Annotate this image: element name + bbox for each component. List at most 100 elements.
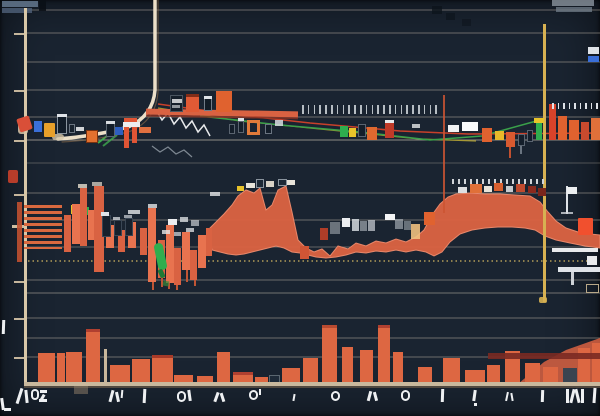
midpanel-bar [88, 210, 96, 240]
candle-orange-mini [569, 120, 579, 140]
x-axis-glyph [440, 388, 445, 403]
wick-fence [418, 105, 420, 114]
midpanel-bar [174, 248, 181, 285]
wick-fence [530, 179, 532, 184]
volume-bar [543, 367, 558, 384]
label-white-box [275, 120, 283, 126]
spike-tail-blob [52, 134, 64, 140]
x-axis-baseline-edge [24, 386, 600, 388]
volume-dark-band [488, 353, 600, 359]
wick-fence [452, 179, 454, 184]
candle-cap [124, 215, 132, 218]
illegible-label [174, 232, 181, 236]
candle-cap [385, 120, 394, 123]
flag [567, 187, 577, 194]
volume-bar [57, 353, 65, 384]
label-white-box [462, 122, 478, 131]
marker-red-prong-top [124, 118, 137, 123]
price-label-stem [571, 272, 574, 285]
wick-fence [383, 105, 385, 114]
midpanel-bar [94, 186, 104, 272]
price-label-box [587, 256, 597, 265]
volume-bar [322, 327, 337, 384]
marker-red-prong [132, 119, 137, 143]
wick-fence [506, 179, 508, 184]
zigzag-marks-lower [151, 145, 193, 158]
volume-bar [360, 350, 373, 384]
label-white-box [168, 219, 177, 225]
midpanel-bar [206, 228, 212, 256]
candle-dark-mini [527, 130, 533, 142]
volume-bar [465, 370, 485, 384]
midpanel-wick [168, 283, 170, 289]
x-axis-glyph [581, 389, 584, 403]
crest-box-darkred [528, 186, 536, 193]
midpanel-wick [194, 280, 196, 286]
wick-fence [470, 179, 472, 184]
wick-fence [574, 103, 576, 109]
peak-candle-dark [256, 179, 264, 188]
midpanel-bar [148, 208, 156, 282]
x-axis-glyph-ring [31, 389, 39, 400]
peak-cap-white [266, 181, 274, 187]
wick-fence [400, 105, 403, 114]
wick-fence [319, 105, 321, 114]
candle-cap [106, 121, 115, 124]
x-axis-glyph-ring [249, 390, 258, 400]
volume-bar [110, 365, 130, 384]
illegible-text-block [2, 1, 38, 7]
midpanel-bar [166, 225, 174, 283]
candle-red-mini [581, 122, 589, 140]
marker-yellow-box [495, 131, 504, 140]
midpanel-bar [80, 188, 87, 246]
volume-bar [505, 351, 520, 384]
volume-bar [104, 349, 107, 384]
left-axis-tick [14, 194, 24, 196]
wick-fence [579, 103, 581, 109]
candle-red-tall [549, 104, 556, 140]
midpanel-bar [140, 228, 147, 255]
candle-dark-mini [265, 124, 272, 134]
candle-orange-mini [506, 132, 515, 147]
illegible-label [210, 192, 220, 196]
volume-bar [255, 377, 268, 384]
left-axis-tick [14, 357, 24, 359]
volume-bar [443, 358, 460, 384]
wick-fence [325, 105, 327, 114]
wick-fence [557, 103, 559, 109]
price-label-bar [558, 267, 600, 272]
candle-dark-mini [229, 124, 235, 134]
label-white-bar [123, 122, 140, 127]
midpanel-wick [152, 282, 154, 290]
label-mini-white [412, 124, 420, 128]
x-axis-glyph-ring [331, 391, 340, 401]
axis-smudge [74, 386, 88, 394]
marker-hollow-orange [247, 120, 260, 135]
candle-cap [57, 114, 67, 117]
candle-cap [204, 96, 212, 99]
volume-bar [592, 343, 600, 384]
candle-cap [238, 118, 244, 121]
volume-bar [525, 363, 540, 384]
candle-orange-large [186, 94, 199, 112]
candle-dark-mini [238, 121, 244, 133]
wick-fence [348, 105, 350, 114]
illegible-label [162, 230, 170, 234]
candle-blue [34, 121, 42, 132]
marker-orange-box [86, 130, 98, 143]
candle-red-mini [300, 246, 309, 259]
wick-fence [568, 103, 570, 109]
label-dim-box [360, 221, 367, 231]
candle-orange-mini [591, 118, 600, 140]
marker-bright-orange-block [578, 218, 593, 235]
dark-blob [462, 19, 471, 26]
volume-bar [418, 367, 432, 384]
label-dim-box [368, 220, 375, 231]
wick-fence [585, 103, 587, 109]
dark-mark [39, 0, 46, 11]
candle-dark [69, 124, 75, 133]
wick-fence [307, 105, 310, 114]
label-dim-box [330, 222, 340, 234]
marker-red-prong [124, 119, 129, 148]
